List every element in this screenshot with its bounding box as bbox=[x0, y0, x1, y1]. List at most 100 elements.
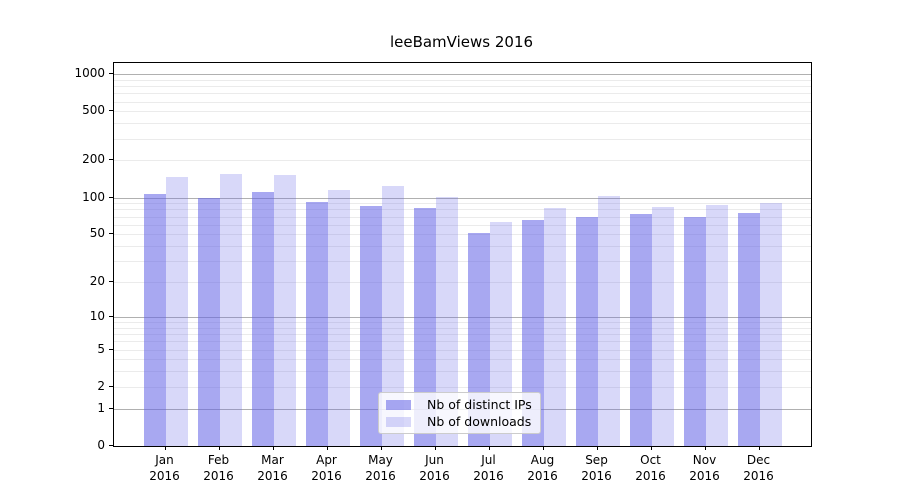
x-tick-apr-2016 bbox=[326, 446, 328, 450]
bar-nb-of-distinct-ips-mar-2016 bbox=[251, 191, 274, 446]
x-tick-label-may-2016: May 2016 bbox=[365, 453, 396, 483]
gridline-minor-80 bbox=[114, 209, 811, 211]
x-tick-label-jun-2016: Jun 2016 bbox=[419, 453, 450, 483]
bar-nb-of-downloads-jan-2016 bbox=[165, 176, 188, 446]
legend-label-downloads: Nb of downloads bbox=[427, 414, 532, 429]
gridline-minor-8 bbox=[114, 327, 811, 329]
y-tick-2 bbox=[109, 385, 113, 387]
gridline-minor-7 bbox=[114, 334, 811, 335]
y-tick-label-500: 500 bbox=[82, 103, 105, 118]
plot-area bbox=[113, 62, 812, 447]
y-tick-label-5: 5 bbox=[97, 341, 105, 356]
gridline-minor-600 bbox=[114, 101, 811, 103]
x-tick-nov-2016 bbox=[704, 446, 706, 450]
gridline-minor-300 bbox=[114, 138, 811, 140]
bar-nb-of-distinct-ips-nov-2016 bbox=[683, 217, 706, 446]
legend: Nb of distinct IPs Nb of downloads bbox=[378, 392, 541, 434]
y-tick-label-1000: 1000 bbox=[74, 66, 105, 80]
x-tick-label-nov-2016: Nov 2016 bbox=[689, 453, 720, 483]
bar-nb-of-downloads-jul-2016 bbox=[489, 222, 512, 446]
gridline-minor-3 bbox=[114, 371, 811, 373]
bar-nb-of-distinct-ips-oct-2016 bbox=[629, 214, 652, 446]
gridline-minor-500 bbox=[114, 111, 811, 113]
y-tick-label-0: 0 bbox=[97, 438, 105, 452]
x-tick-feb-2016 bbox=[218, 446, 220, 450]
x-tick-jan-2016 bbox=[164, 446, 166, 450]
bar-nb-of-distinct-ips-sep-2016 bbox=[575, 216, 598, 446]
legend-item-downloads: Nb of downloads bbox=[386, 414, 533, 429]
gridline-minor-9 bbox=[114, 322, 811, 323]
y-tick-5 bbox=[109, 348, 113, 350]
bar-nb-of-downloads-aug-2016 bbox=[543, 208, 566, 446]
bar-nb-of-downloads-may-2016 bbox=[381, 185, 404, 446]
y-tick-label-2: 2 bbox=[97, 378, 105, 393]
gridline-minor-5 bbox=[114, 349, 811, 351]
gridline-minor-90 bbox=[114, 203, 811, 205]
x-tick-mar-2016 bbox=[272, 446, 274, 450]
y-tick-20 bbox=[109, 281, 113, 283]
bar-nb-of-downloads-feb-2016 bbox=[219, 174, 242, 446]
gridline-minor-800 bbox=[114, 86, 811, 87]
legend-swatch-distinct-ips bbox=[386, 399, 411, 410]
gridline-minor-900 bbox=[114, 79, 811, 81]
x-tick-label-sep-2016: Sep 2016 bbox=[581, 453, 612, 483]
x-tick-label-jan-2016: Jan 2016 bbox=[149, 453, 180, 483]
legend-item-distinct-ips: Nb of distinct IPs bbox=[386, 397, 533, 412]
y-tick-1 bbox=[109, 407, 113, 409]
x-tick-label-feb-2016: Feb 2016 bbox=[203, 453, 234, 483]
bar-nb-of-distinct-ips-apr-2016 bbox=[305, 201, 328, 446]
gridline-minor-70 bbox=[114, 216, 811, 218]
x-tick-label-jul-2016: Jul 2016 bbox=[473, 453, 504, 483]
bar-nb-of-distinct-ips-aug-2016 bbox=[521, 220, 544, 446]
x-tick-dec-2016 bbox=[758, 446, 760, 450]
bar-nb-of-distinct-ips-may-2016 bbox=[359, 205, 382, 446]
y-tick-label-100: 100 bbox=[82, 189, 105, 204]
x-tick-oct-2016 bbox=[650, 446, 652, 450]
bar-nb-of-downloads-dec-2016 bbox=[759, 203, 782, 446]
y-tick-10 bbox=[109, 315, 113, 317]
y-tick-label-50: 50 bbox=[89, 226, 105, 241]
x-tick-aug-2016 bbox=[542, 446, 544, 450]
gridline-minor-60 bbox=[114, 224, 811, 226]
bar-nb-of-distinct-ips-jun-2016 bbox=[413, 208, 436, 446]
y-tick-50 bbox=[109, 233, 113, 235]
legend-label-distinct-ips: Nb of distinct IPs bbox=[427, 397, 532, 412]
x-tick-label-mar-2016: Mar 2016 bbox=[257, 453, 288, 483]
bar-nb-of-downloads-jun-2016 bbox=[435, 197, 458, 446]
x-tick-sep-2016 bbox=[596, 446, 598, 450]
gridline-minor-4 bbox=[114, 359, 811, 361]
y-tick-label-20: 20 bbox=[89, 274, 105, 289]
y-tick-label-10: 10 bbox=[89, 308, 105, 323]
bar-nb-of-distinct-ips-jan-2016 bbox=[143, 193, 166, 446]
gridline-minor-2 bbox=[114, 386, 811, 388]
y-tick-200 bbox=[109, 159, 113, 161]
bar-nb-of-downloads-sep-2016 bbox=[597, 195, 620, 446]
y-tick-label-200: 200 bbox=[82, 152, 105, 167]
gridline-minor-400 bbox=[114, 123, 811, 125]
y-tick-label-1: 1 bbox=[97, 400, 105, 415]
bar-nb-of-distinct-ips-dec-2016 bbox=[737, 212, 760, 446]
gridline-major-10 bbox=[114, 316, 811, 318]
gridline-minor-700 bbox=[114, 93, 811, 95]
y-tick-1000 bbox=[109, 73, 113, 74]
x-tick-label-oct-2016: Oct 2016 bbox=[635, 453, 666, 483]
gridline-minor-6 bbox=[114, 341, 811, 343]
x-tick-jul-2016 bbox=[488, 446, 490, 450]
x-tick-jun-2016 bbox=[434, 446, 436, 450]
y-tick-0 bbox=[109, 445, 113, 446]
gridline-minor-30 bbox=[114, 261, 811, 263]
x-tick-label-aug-2016: Aug 2016 bbox=[527, 453, 558, 483]
gridline-minor-200 bbox=[114, 160, 811, 162]
gridline-minor-50 bbox=[114, 234, 811, 236]
y-tick-500 bbox=[109, 110, 113, 112]
x-tick-label-apr-2016: Apr 2016 bbox=[311, 453, 342, 483]
chart-title: leeBamViews 2016 bbox=[389, 33, 534, 51]
bar-nb-of-distinct-ips-feb-2016 bbox=[197, 198, 220, 446]
bar-nb-of-downloads-apr-2016 bbox=[327, 189, 350, 446]
x-tick-label-dec-2016: Dec 2016 bbox=[743, 453, 774, 483]
x-tick-may-2016 bbox=[380, 446, 382, 450]
bar-nb-of-downloads-oct-2016 bbox=[651, 206, 674, 446]
gridline-minor-40 bbox=[114, 246, 811, 247]
bar-nb-of-downloads-mar-2016 bbox=[273, 175, 296, 446]
gridline-major-1000 bbox=[114, 74, 811, 75]
